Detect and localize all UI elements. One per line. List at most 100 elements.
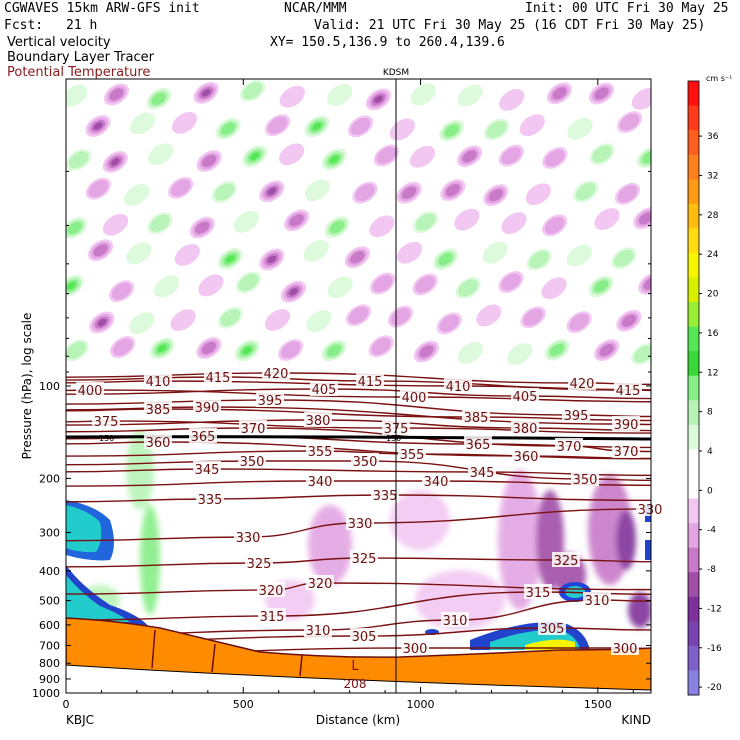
wave-cell-contour	[174, 244, 200, 266]
mid-station-label: KDSM	[383, 68, 409, 78]
theta-label-bg	[552, 552, 580, 567]
theta-label: 340	[424, 475, 449, 490]
theta-contour-labels: 300 300 305 305 310 310 310 315 315 320 320 325 325 3…	[76, 365, 664, 657]
forecast-label: Fcst:	[4, 18, 44, 33]
wave-cell-contour	[267, 255, 277, 264]
theta-label: 375	[94, 415, 119, 430]
theta-label-bg	[562, 407, 590, 422]
theta-label-bg	[464, 436, 492, 451]
theta-label: 340	[308, 475, 333, 490]
wave-cell-contour	[68, 151, 89, 169]
wave-cell-contour	[621, 314, 637, 327]
wave-cell-contour	[638, 212, 651, 225]
theta-label-bg	[611, 640, 639, 655]
wave-cell	[66, 339, 89, 362]
theta-label: 360	[514, 450, 539, 465]
wave-cell-contour	[289, 214, 304, 227]
wave-cell	[174, 244, 200, 266]
wave-cell	[507, 343, 533, 365]
wave-cell	[304, 179, 330, 202]
wave-cell	[483, 184, 509, 207]
theta-label-bg	[612, 416, 640, 431]
wave-cell	[454, 208, 480, 231]
org-label: NCAR/MMM	[284, 1, 347, 16]
left-station-label: KBJC	[66, 713, 94, 727]
colorbar-tick-label: 20	[707, 290, 719, 300]
wave-cell-contour	[112, 338, 133, 356]
theta-label-bg	[193, 399, 221, 414]
wave-cell-contour	[124, 183, 150, 206]
wave-cell	[196, 150, 222, 172]
wave-cell-contour	[599, 343, 614, 357]
wave-cell	[526, 248, 552, 271]
wave-cell	[636, 146, 651, 169]
theta-label-bg	[239, 420, 267, 435]
wave-cell	[652, 107, 685, 138]
colorbar-swatch	[688, 375, 699, 401]
theta-label: 410	[446, 380, 471, 395]
y-tick-label: 200	[39, 472, 60, 485]
wave-cell-contour	[566, 244, 592, 267]
theta-label-bg	[511, 420, 539, 435]
wave-cell-contour	[488, 188, 504, 202]
wave-cell-contour	[111, 282, 132, 300]
tropopause-label: 150	[99, 434, 114, 443]
wave-cell	[542, 214, 568, 237]
colorbar-tick-label: -8	[707, 565, 716, 575]
wave-cell-contour	[355, 184, 375, 202]
colorbar-swatch	[688, 523, 699, 549]
wave-cell-contour	[401, 186, 417, 199]
wave-cell-contour	[67, 221, 82, 235]
theta-label-bg	[444, 378, 472, 393]
wave-cell	[498, 271, 524, 293]
wave-cell-contour	[501, 147, 522, 165]
wave-cell-contour	[594, 87, 609, 100]
wave-cell	[168, 176, 194, 199]
theta-label-bg	[304, 622, 332, 637]
wave-cell	[409, 145, 436, 168]
theta-label: 330	[348, 517, 373, 532]
wave-cell-contour	[656, 178, 689, 209]
valid-time: Valid: 21 UTC Fri 30 May 25 (16 CDT Fri …	[314, 18, 706, 33]
colorbar-swatch	[688, 400, 699, 426]
wave-cell	[66, 217, 88, 239]
wave-cell-contour	[372, 275, 393, 293]
wave-cell	[566, 244, 592, 267]
low-pressure-value: 208	[344, 677, 367, 691]
terrain	[66, 617, 651, 693]
theta-label: 415	[358, 375, 383, 390]
colorbar-tick-label: -20	[707, 683, 722, 693]
theta-label: 310	[443, 614, 468, 629]
wave-cell-contour	[304, 179, 330, 202]
wave-cell	[433, 248, 459, 271]
wave-cell-contour	[454, 208, 480, 231]
wave-cell	[189, 216, 215, 239]
field-vertical-velocity: Vertical velocity	[7, 35, 111, 50]
theta-label-bg	[189, 428, 217, 443]
wave-cell-contour	[97, 318, 107, 327]
colorbar-swatch	[688, 645, 699, 671]
wave-cell-contour	[523, 308, 543, 326]
wave-cell	[279, 143, 305, 166]
wave-cell-contour	[541, 277, 567, 300]
colorbar-frame	[687, 80, 700, 696]
theta-label-bg	[258, 608, 286, 623]
wave-cell	[455, 276, 481, 299]
wave-cell	[215, 117, 241, 140]
x-axis: 0 500 1000 1500	[63, 79, 634, 711]
wave-cell-contour	[445, 184, 461, 197]
wave-cell	[436, 312, 462, 335]
theta-contour	[66, 591, 651, 621]
wave-cell	[347, 115, 374, 138]
theta-label: 310	[306, 624, 331, 639]
colorbar-swatch	[688, 473, 699, 500]
theta-label: 330	[638, 503, 663, 518]
wave-cell-contour	[660, 181, 686, 205]
colorbar-swatch	[688, 326, 699, 352]
wave-cell	[457, 84, 483, 107]
wave-cell	[499, 88, 525, 111]
wave-cell-contour	[486, 120, 507, 138]
wave-cell-contour	[238, 273, 259, 292]
theta-label: 335	[373, 489, 398, 504]
theta-contour	[66, 468, 651, 477]
